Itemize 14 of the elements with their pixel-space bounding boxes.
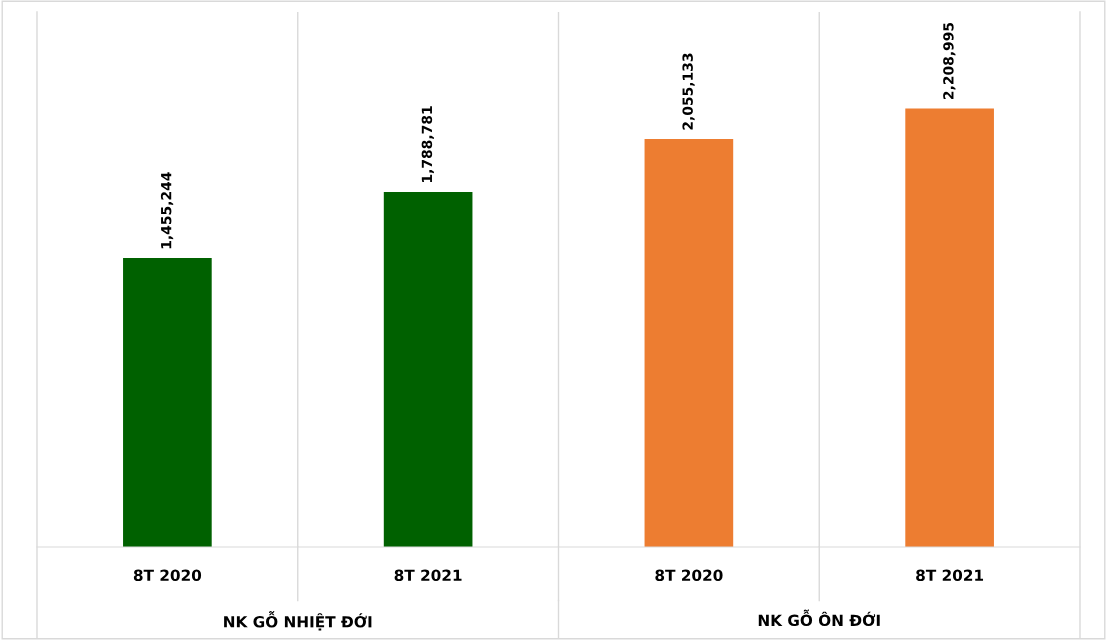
bar [123, 258, 212, 547]
x-tick-label: 8T 2020 [655, 569, 723, 582]
x-tick-label: 8T 2020 [133, 569, 202, 582]
text: NK GỖ NHIỆT ĐỚI [224, 611, 372, 631]
text: NK GỖ ÔN ĐỚI [758, 609, 880, 627]
x-tick-label: 8T 2021 [394, 569, 462, 582]
bar [905, 108, 994, 547]
data-label: 1,455,244 [160, 172, 174, 249]
bar [383, 191, 473, 547]
data-label: 2,055,133 [682, 53, 695, 130]
data-label: 2,208,995 [943, 22, 956, 100]
x-tick-label: 8T 2021 [916, 569, 984, 582]
bar [644, 139, 734, 547]
data-label: 1,788,781 [421, 106, 434, 182]
